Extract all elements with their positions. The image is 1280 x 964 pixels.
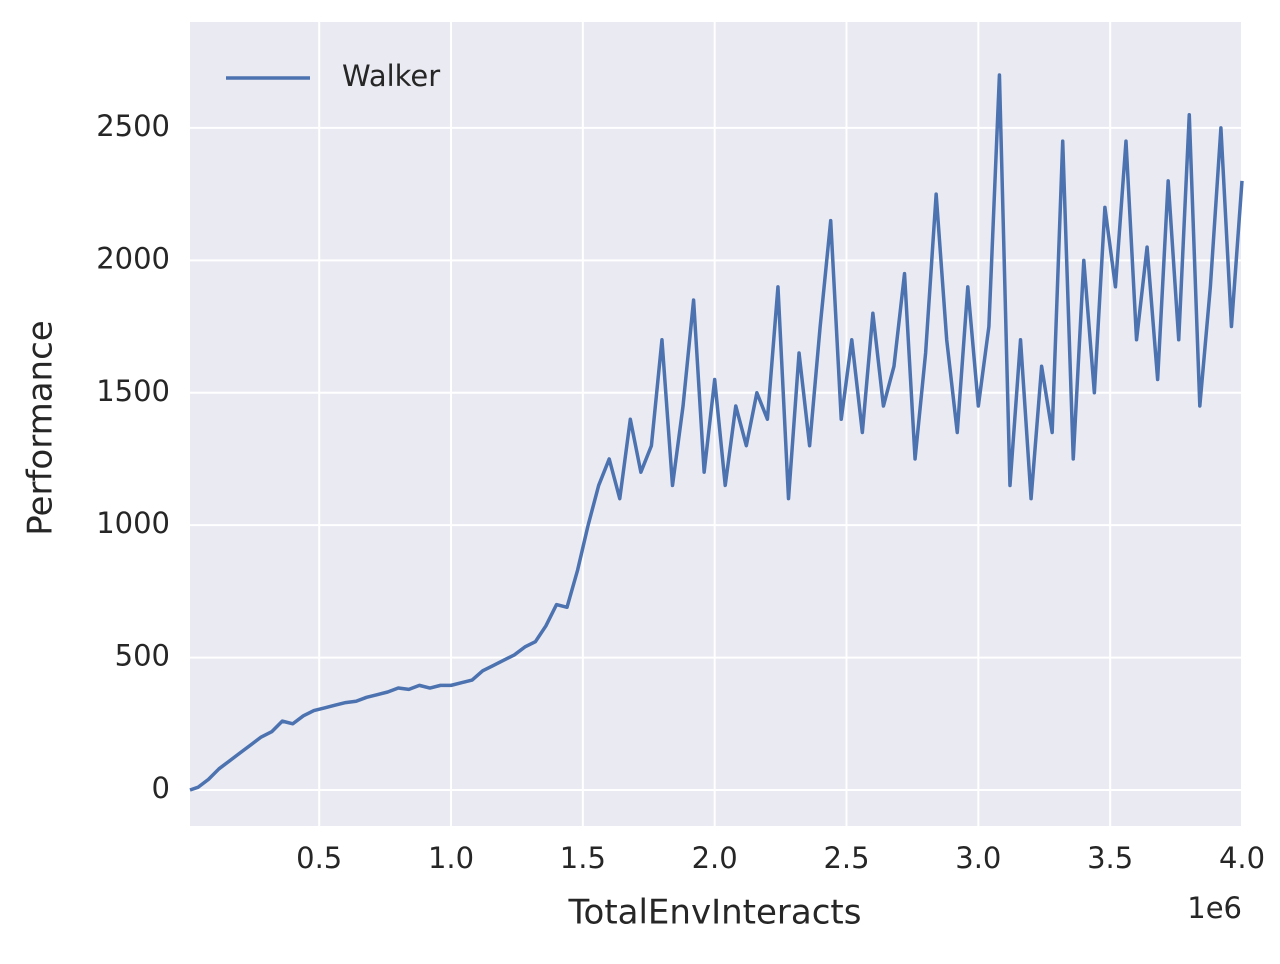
y-tick-label: 2000 bbox=[96, 241, 170, 275]
y-tick-label: 1000 bbox=[96, 506, 170, 540]
x-tick-label: 1.5 bbox=[560, 841, 606, 875]
y-axis-label: Performance bbox=[21, 320, 61, 535]
x-tick-label: 4.0 bbox=[1219, 841, 1265, 875]
x-tick-label: 1.0 bbox=[428, 841, 474, 875]
x-tick-label: 2.5 bbox=[823, 841, 869, 875]
plot-background bbox=[190, 22, 1242, 826]
y-tick-label: 2500 bbox=[96, 109, 170, 143]
y-tick-label: 500 bbox=[115, 639, 170, 673]
x-tick-label: 3.0 bbox=[955, 841, 1001, 875]
x-offset-label: 1e6 bbox=[1187, 891, 1242, 925]
y-tick-label: 0 bbox=[152, 771, 170, 805]
data-line bbox=[189, 73, 1244, 792]
x-tick-label: 2.0 bbox=[692, 841, 738, 875]
y-tick-label: 1500 bbox=[96, 374, 170, 408]
legend-label: Walker bbox=[342, 59, 440, 93]
x-tick-label: 3.5 bbox=[1087, 841, 1133, 875]
x-tick-label: 0.5 bbox=[296, 841, 342, 875]
x-axis-label: TotalEnvInteracts bbox=[568, 893, 862, 933]
